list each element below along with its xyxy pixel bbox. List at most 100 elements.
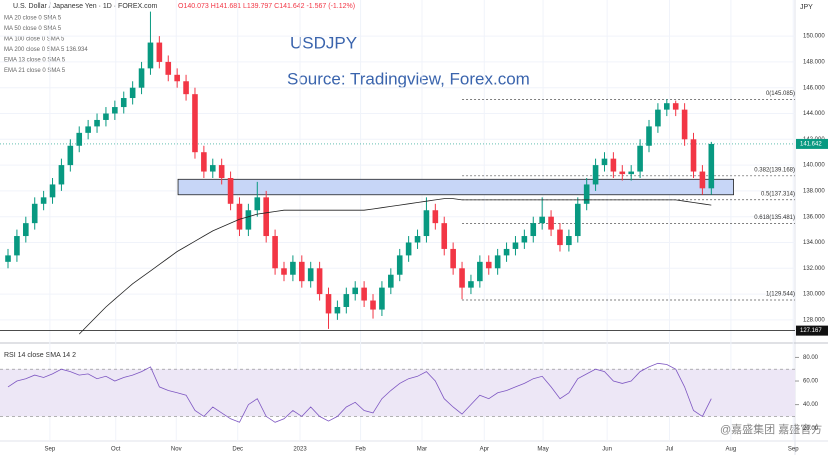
rsi-tick-label: 20.00 [803,426,819,432]
candle-body [156,42,163,62]
y-tick-label: 132.000 [803,266,825,272]
candle-body [147,42,154,69]
support-price-label: 127.167 [800,328,822,334]
candle-body [263,197,269,237]
candle-body [316,268,323,295]
chart-title: USDJPY [290,33,357,52]
x-tick-label: Mar [417,447,427,453]
rsi-tick-label: 40.00 [803,402,819,408]
candle-body [192,94,198,153]
candle-body [5,255,11,262]
candle-body [138,68,145,88]
rsi-line [7,362,712,423]
price-tag-bg [796,138,828,149]
candle-body [566,236,572,246]
candle-body [165,61,172,75]
fib-label: 0(145.085) [766,91,795,97]
candle-body [690,139,697,172]
indicator-label: EMA 13 close 0 SMA 5 [4,58,66,64]
x-tick-label: Sep [45,447,56,453]
rsi-tick-label: 80.00 [803,355,819,361]
candle-body [592,165,599,185]
candle-body [370,300,376,310]
last-price-label: 141.642 [800,141,822,147]
candle-body [325,294,332,314]
candle-body [664,103,670,110]
candle-body [31,203,38,224]
candle-body [112,107,118,114]
x-tick-label: Aug [726,447,737,453]
candle-body [67,145,74,166]
candle-body [681,109,688,140]
candle-body [646,126,652,146]
candle-body [307,268,314,282]
y-tick-label: 128.000 [803,317,825,323]
x-tick-label: Jun [602,447,612,453]
candle-body [218,165,225,178]
candle-body [619,171,626,175]
candle-body [281,268,287,275]
candle-body [23,223,29,237]
header: U.S. Dollar / Japanese Yen · 1D · FOREX.… [13,3,158,10]
candle-body [209,165,216,172]
fib-label: 1(129.544) [766,292,795,298]
ohlc-text: O140.073 H141.681 L139.797 C141.642 -1.5… [178,3,355,10]
y-tick-label: 136.000 [803,214,825,220]
rsi-tick-label: 60.00 [803,379,819,385]
indicator-label: MA 20 close 0 SMA 5 [4,16,62,22]
candle-body [49,184,56,198]
candle-body [254,197,261,211]
candle-body [129,87,136,99]
candle-body [521,236,528,243]
candle-body [94,119,100,127]
candle-body [512,242,519,249]
candle-body [334,306,341,314]
fib-label: 0.382(139.168) [754,167,795,173]
rsi-label: RSI 14 close SMA 14 2 [4,352,76,359]
x-tick-label: Apr [480,447,489,453]
candle-body [103,113,109,120]
candle-body [14,236,20,256]
x-tick-label: Feb [355,447,366,453]
candle-body [245,210,252,230]
candle-body [530,223,537,237]
candle-body [601,158,608,166]
candle-body [272,236,278,269]
candle-body [120,98,127,108]
candle-body [655,109,661,127]
y-tick-label: 144.000 [803,111,825,117]
candle-body [672,103,679,110]
candle-body [352,287,359,295]
x-tick-label: Jul [666,447,674,453]
x-tick-label: Dec [232,447,243,453]
candle-body [85,126,91,133]
candle-body [459,268,465,288]
candle-body [58,165,65,185]
y-tick-label: 146.000 [803,85,825,91]
rsi-band [0,369,795,417]
candle-body [557,229,563,246]
candle-body [628,171,634,175]
fib-label: 0.5(137.314) [761,191,795,197]
indicator-label: MA 100 close 0 SMA 5 [4,37,65,43]
currency: JPY [800,4,813,11]
candle-body [379,287,385,310]
candle-body [396,255,403,275]
candle-body [298,261,305,282]
candle-body [699,171,706,189]
candle-body [494,255,501,269]
candle-body [343,294,350,307]
candle-body [450,248,456,269]
x-tick-label: Oct [111,447,121,453]
candle-body [201,152,207,172]
y-tick-label: 150.000 [803,34,825,40]
candle-body [610,158,617,172]
candle-body [468,281,474,288]
price-tag-bg [796,325,828,336]
candle-body [708,143,715,189]
indicator-label: EMA 21 close 0 SMA 5 [4,68,66,74]
candle-body [388,274,394,288]
y-tick-label: 130.000 [803,292,825,298]
candle-body [361,287,367,301]
